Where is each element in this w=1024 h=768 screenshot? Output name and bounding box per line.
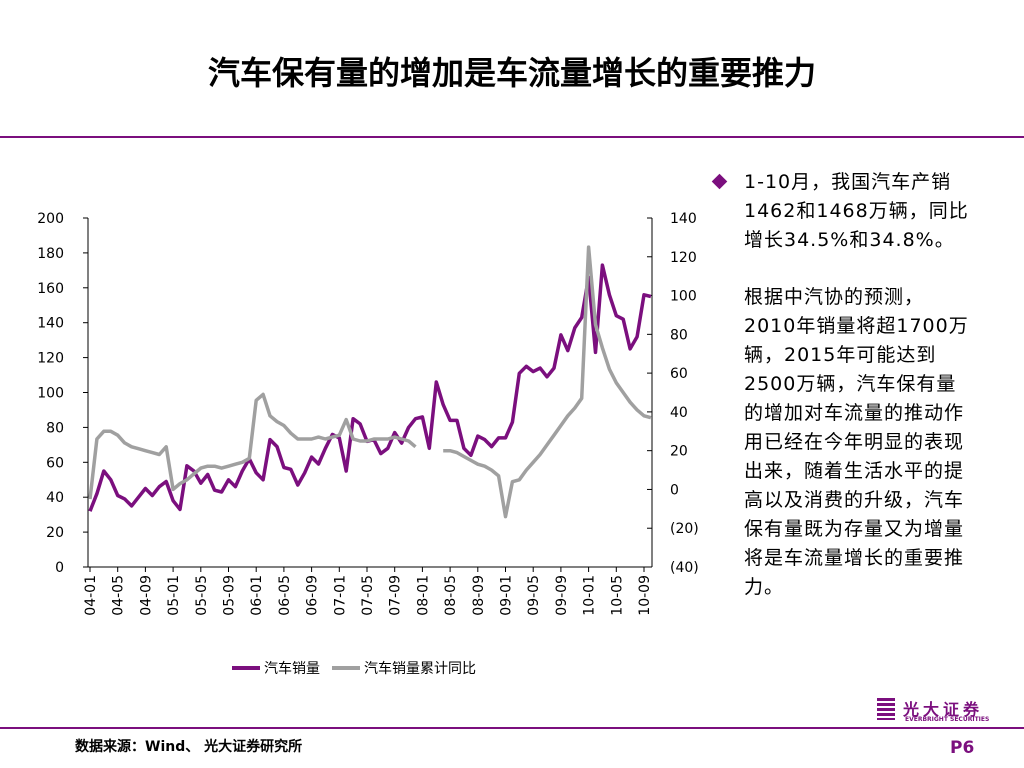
y-tick-label: 80	[46, 420, 64, 436]
y-tick-label: 100	[37, 386, 64, 402]
x-tick-label: 07-09	[388, 575, 404, 616]
y-tick-label: 160	[37, 281, 64, 297]
series-line	[88, 245, 652, 519]
y-tick-label: 0	[55, 560, 64, 576]
y2-tick-label: 20	[670, 444, 688, 460]
y2-tick-label: 0	[670, 482, 679, 498]
logo-name: 光大证券	[903, 700, 984, 719]
x-tick-label: 05-05	[194, 575, 210, 616]
x-tick-label: 04-09	[138, 575, 154, 616]
x-tick-label: 06-01	[249, 575, 265, 616]
slide-title: 汽车保有量的增加是车流量增长的重要推力	[207, 54, 816, 92]
x-tick-label: 07-05	[360, 575, 376, 616]
x-tick-label: 09-09	[554, 575, 570, 616]
x-tick-label: 09-01	[499, 575, 515, 616]
legend-label: 汽车销量累计同比	[364, 660, 476, 677]
logo: 光大证券 EVERBRIGHT SECURITIES	[875, 696, 1005, 724]
y2-tick-label: 40	[670, 405, 688, 421]
y2-tick-label: 140	[670, 211, 697, 227]
y-tick-label: 140	[37, 316, 64, 332]
x-tick-label: 10-05	[609, 575, 625, 616]
x-tick-label: 04-01	[83, 575, 99, 616]
source: 数据来源：Wind、 光大证券研究所	[75, 739, 303, 755]
paragraph: 根据中汽协的预测，2010年销量将超1700万辆，2015年可能达到2500万辆…	[744, 286, 969, 598]
x-tick-label: 09-05	[526, 575, 542, 616]
x-tick-label: 07-01	[332, 575, 348, 616]
x-tick-label: 06-05	[277, 575, 293, 616]
x-tick-label: 05-09	[222, 575, 238, 616]
x-tick-label: 05-01	[166, 575, 182, 616]
legend-label: 汽车销量	[264, 660, 320, 677]
x-tick-label: 04-05	[111, 575, 127, 616]
footer-rule	[0, 727, 1024, 729]
x-tick-label: 10-01	[582, 575, 598, 616]
y2-tick-label: 120	[670, 250, 697, 266]
x-tick-label: 08-05	[443, 575, 459, 616]
x-tick-label: 08-01	[415, 575, 431, 616]
title-rule	[0, 136, 1024, 138]
x-tick-label: 10-09	[637, 575, 653, 616]
bullet: 1-10月，我国汽车产销1462和1468万辆，同比增长34.5%和34.8%。	[712, 168, 974, 255]
y2-tick-label: 100	[670, 289, 697, 305]
y-tick-label: 200	[37, 211, 64, 227]
x-tick-label: 08-09	[471, 575, 487, 616]
y-tick-label: 120	[37, 351, 64, 367]
y2-tick-label: (40)	[670, 560, 699, 576]
x-tick-label: 06-09	[305, 575, 321, 616]
y-tick-label: 20	[46, 525, 64, 541]
y-tick-label: 60	[46, 455, 64, 471]
text-panel: 1-10月，我国汽车产销1462和1468万辆，同比增长34.5%和34.8%。…	[712, 168, 974, 602]
y2-tick-label: 60	[670, 366, 688, 382]
page-number: P6	[950, 738, 975, 758]
logo-mark	[877, 698, 895, 720]
series-line	[88, 263, 652, 512]
y-tick-label: 180	[37, 246, 64, 262]
y2-tick-label: 80	[670, 327, 688, 343]
chart: 0 20 40 60 80 100 120 140 160 180 200 (40) (20) 0 20 40…	[37, 211, 699, 677]
y2-tick-label: (20)	[670, 521, 699, 537]
y-tick-label: 40	[46, 490, 64, 506]
logo-english: EVERBRIGHT SECURITIES	[905, 716, 990, 723]
